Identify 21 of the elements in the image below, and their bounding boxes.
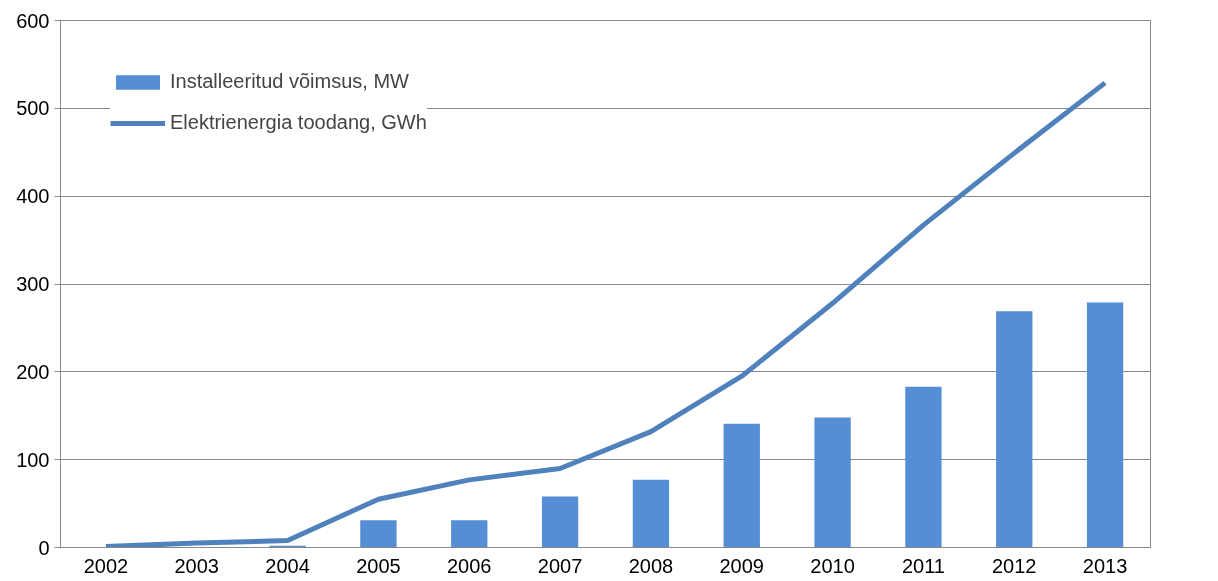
x-tick-label: 2002	[83, 554, 129, 577]
legend-label: Installeeritud võimsus, MW	[170, 70, 409, 93]
y-tick-label: 200	[16, 360, 50, 383]
x-tick-label: 2011	[901, 554, 945, 577]
x-tick-label: 2008	[628, 554, 674, 577]
x-tick-label: 2007	[537, 554, 583, 577]
y-tick-label: 0	[38, 536, 50, 559]
x-tick-label: 2003	[174, 554, 219, 577]
legend-label: Elektrienergia toodang, GWh	[170, 111, 427, 134]
y-tick-label: 500	[16, 97, 50, 120]
x-tick-label: 2013	[1082, 554, 1128, 577]
y-tick-label: 400	[16, 185, 50, 208]
x-tick-label: 2012	[992, 554, 1037, 577]
y-tick-label: 300	[16, 273, 50, 295]
y-tick-label: 100	[16, 448, 50, 471]
x-tick-label: 2005	[356, 554, 401, 577]
x-tick-label: 2010	[810, 554, 855, 577]
x-tick-label: 2006	[447, 554, 492, 577]
y-tick-label: 600	[16, 9, 50, 32]
x-tick-label: 2009	[719, 554, 764, 577]
x-tick-label: 2004	[265, 554, 310, 577]
